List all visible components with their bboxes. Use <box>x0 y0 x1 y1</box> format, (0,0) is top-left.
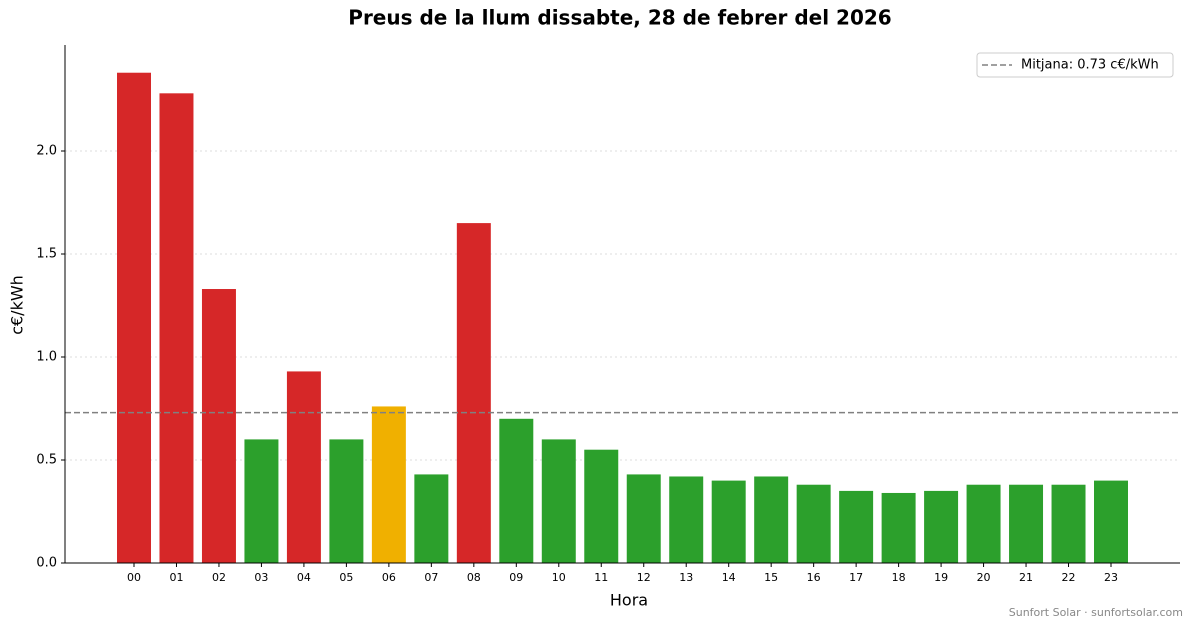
x-tick-label: 09 <box>509 571 523 584</box>
bar <box>584 449 619 563</box>
x-tick-label: 15 <box>764 571 778 584</box>
bar <box>244 439 279 563</box>
x-tick-label: 13 <box>679 571 693 584</box>
x-tick-label: 01 <box>169 571 183 584</box>
x-tick-label: 19 <box>934 571 948 584</box>
bar <box>329 439 364 563</box>
legend-box <box>976 52 1174 78</box>
y-tick-label: 1.0 <box>36 350 57 365</box>
source: Sunfort Solar · sunfortsolar.com <box>1009 606 1183 619</box>
bar <box>754 476 789 563</box>
x-tick-label: 17 <box>849 571 863 584</box>
bar <box>286 371 321 563</box>
x-tick-label: 20 <box>977 571 991 584</box>
x-tick-label: 18 <box>892 571 906 584</box>
bar <box>499 418 534 563</box>
bar <box>159 93 194 563</box>
x-tick-label: 04 <box>297 571 311 584</box>
bar <box>626 474 661 563</box>
x-tick-label: 03 <box>254 571 268 584</box>
bar <box>881 492 916 563</box>
x-tick-label: 11 <box>594 571 608 584</box>
chart-title: Preus de la llum dissabte, 28 de febrer … <box>348 6 891 30</box>
bar <box>839 490 874 563</box>
bar <box>1009 484 1044 563</box>
bar <box>541 439 576 563</box>
bar <box>201 289 236 563</box>
x-tick-label: 22 <box>1062 571 1076 584</box>
x-tick-label: 16 <box>807 571 821 584</box>
x-tick-label: 00 <box>127 571 141 584</box>
x-tick-label: 14 <box>722 571 736 584</box>
bar <box>371 406 406 563</box>
bar <box>117 72 151 563</box>
x-tick-label: 06 <box>382 571 396 584</box>
x-tick-label: 02 <box>212 571 226 584</box>
bar <box>669 476 704 563</box>
y-tick-label: 0.0 <box>36 556 57 571</box>
bar <box>414 474 449 563</box>
bar <box>1094 480 1128 563</box>
y-tick-label: 2.0 <box>36 144 57 159</box>
x-tick-label: 23 <box>1104 571 1118 584</box>
x-tick-label: 08 <box>467 571 481 584</box>
x-tick-label: 05 <box>339 571 353 584</box>
y-tick-label: 1.5 <box>36 247 57 262</box>
x-tick-label: 12 <box>637 571 651 584</box>
y-axis-label: c€/kWh <box>8 275 27 335</box>
x-axis-label: Hora <box>610 591 648 610</box>
bar <box>456 223 491 563</box>
x-tick-label: 07 <box>424 571 438 584</box>
bar <box>924 490 959 563</box>
y-tick-label: 0.5 <box>36 453 57 468</box>
bar <box>711 480 746 563</box>
bar <box>966 484 1001 563</box>
bar <box>796 484 831 563</box>
bar <box>1051 484 1086 563</box>
x-tick-label: 10 <box>552 571 566 584</box>
legend-label: Mitjana: 0.73 c€/kWh <box>1021 58 1159 73</box>
x-tick-label: 21 <box>1019 571 1033 584</box>
